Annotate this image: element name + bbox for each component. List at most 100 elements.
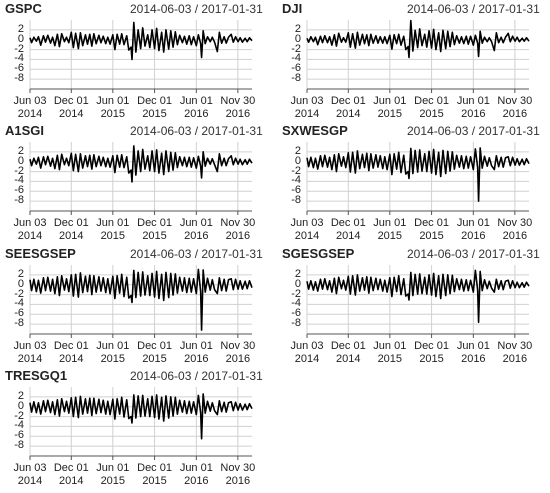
x-tick-label: Jun 03 2014 <box>13 95 47 120</box>
x-tick-label: Dec 01 2014 <box>53 217 89 242</box>
y-tick-label: 0 <box>294 32 301 45</box>
x-tick-label: Jun 01 2015 <box>373 217 407 242</box>
panel-subtitle: 2014-06-03 / 2017-01-31 <box>130 124 263 138</box>
x-tick-label: Jun 01 2016 <box>179 95 213 120</box>
series-line <box>306 269 530 323</box>
x-tick-label: Nov 30 2016 <box>220 462 256 487</box>
y-tick-label: -8 <box>14 72 24 85</box>
x-tick-label: Jun 03 2014 <box>290 95 324 120</box>
x-tick-label: Nov 30 2016 <box>497 340 533 365</box>
panel-subtitle: 2014-06-03 / 2017-01-31 <box>130 247 263 261</box>
x-tick-label: Jun 01 2016 <box>179 462 213 487</box>
x-tick-label: Nov 30 2016 <box>497 217 533 242</box>
y-tick-label: 2 <box>17 389 24 402</box>
y-tick-label: -6 <box>14 307 24 320</box>
y-tick-label: -8 <box>14 439 24 452</box>
y-tick-label: -4 <box>14 419 24 432</box>
y-tick-label: 2 <box>17 144 24 157</box>
y-tick-label: -6 <box>291 307 301 320</box>
panel-title: SEESGSEP <box>5 246 76 261</box>
y-tick-label: 0 <box>17 32 24 45</box>
panel-title: SGESGSEP <box>282 246 355 261</box>
y-tick-label: -2 <box>14 42 24 55</box>
x-tick-label: Nov 30 2016 <box>497 95 533 120</box>
y-tick-label: 2 <box>17 267 24 280</box>
x-tick-label: Dec 01 2015 <box>414 95 449 120</box>
y-tick-label: -2 <box>291 164 301 177</box>
y-tick-label: -8 <box>14 194 24 207</box>
x-tick-label: Jun 03 2014 <box>13 462 47 487</box>
y-tick-label: 0 <box>17 154 24 167</box>
panel-subtitle: 2014-06-03 / 2017-01-31 <box>407 247 540 261</box>
x-tick-label: Jun 01 2016 <box>456 340 490 365</box>
x-tick-label: Nov 30 2016 <box>220 340 256 365</box>
y-tick-label: 0 <box>17 399 24 412</box>
y-tick-label: -4 <box>291 174 301 187</box>
x-tick-label: Jun 03 2014 <box>290 340 324 365</box>
panel-subtitle: 2014-06-03 / 2017-01-31 <box>407 124 540 138</box>
panel-title: A1SGI <box>5 123 45 138</box>
y-tick-label: -6 <box>291 62 301 75</box>
y-tick-label: -6 <box>14 429 24 442</box>
x-tick-label: Dec 01 2015 <box>137 340 172 365</box>
y-tick-label: -2 <box>291 42 301 55</box>
x-tick-label: Dec 01 2014 <box>330 217 366 242</box>
y-tick-label: -4 <box>14 174 24 187</box>
y-tick-label: -4 <box>14 297 24 310</box>
y-tick-label: -6 <box>14 184 24 197</box>
series-line <box>29 393 253 440</box>
x-tick-label: Dec 01 2015 <box>414 340 449 365</box>
y-tick-label: 2 <box>294 144 301 157</box>
x-tick-label: Jun 01 2016 <box>179 217 213 242</box>
y-tick-label: -2 <box>14 164 24 177</box>
x-tick-label: Jun 01 2015 <box>96 95 130 120</box>
x-tick-label: Nov 30 2016 <box>220 217 256 242</box>
x-tick-label: Dec 01 2015 <box>137 95 172 120</box>
y-tick-label: -2 <box>291 287 301 300</box>
y-tick-label: -4 <box>14 52 24 65</box>
y-tick-label: -6 <box>14 62 24 75</box>
x-tick-label: Jun 01 2016 <box>456 95 490 120</box>
y-tick-label: 0 <box>17 277 24 290</box>
series-line <box>29 145 253 183</box>
y-tick-label: 2 <box>294 22 301 35</box>
y-tick-label: -4 <box>291 297 301 310</box>
x-tick-label: Jun 01 2015 <box>96 462 130 487</box>
y-tick-label: 2 <box>17 22 24 35</box>
x-tick-label: Jun 03 2014 <box>290 217 324 242</box>
y-tick-label: -2 <box>14 287 24 300</box>
x-tick-label: Jun 01 2016 <box>179 340 213 365</box>
panel-title: GSPC <box>5 1 42 16</box>
x-tick-label: Jun 01 2015 <box>373 340 407 365</box>
x-tick-label: Jun 03 2014 <box>13 217 47 242</box>
y-tick-label: -8 <box>291 72 301 85</box>
series-line <box>29 268 253 331</box>
x-tick-label: Dec 01 2014 <box>53 462 89 487</box>
y-tick-label: -8 <box>291 317 301 330</box>
x-tick-label: Dec 01 2015 <box>414 217 449 242</box>
x-tick-label: Jun 01 2015 <box>96 217 130 242</box>
x-tick-label: Dec 01 2014 <box>330 340 366 365</box>
y-tick-label: 2 <box>294 267 301 280</box>
x-tick-label: Dec 01 2014 <box>330 95 366 120</box>
series-line <box>306 19 530 59</box>
x-tick-label: Nov 30 2016 <box>220 95 256 120</box>
x-tick-label: Jun 01 2016 <box>456 217 490 242</box>
x-tick-label: Dec 01 2015 <box>137 217 172 242</box>
panel-title: TRESGQ1 <box>5 368 68 383</box>
y-tick-label: -8 <box>14 317 24 330</box>
y-tick-label: 0 <box>294 154 301 167</box>
x-tick-label: Dec 01 2014 <box>53 340 89 365</box>
panel-subtitle: 2014-06-03 / 2017-01-31 <box>407 2 540 16</box>
y-tick-label: 0 <box>294 277 301 290</box>
series-line <box>306 147 530 202</box>
x-tick-label: Jun 01 2015 <box>96 340 130 365</box>
x-tick-label: Dec 01 2015 <box>137 462 172 487</box>
panel-title: SXWESGP <box>282 123 348 138</box>
series-line <box>29 21 253 61</box>
y-tick-label: -8 <box>291 194 301 207</box>
x-tick-label: Jun 01 2015 <box>373 95 407 120</box>
y-tick-label: -6 <box>291 184 301 197</box>
